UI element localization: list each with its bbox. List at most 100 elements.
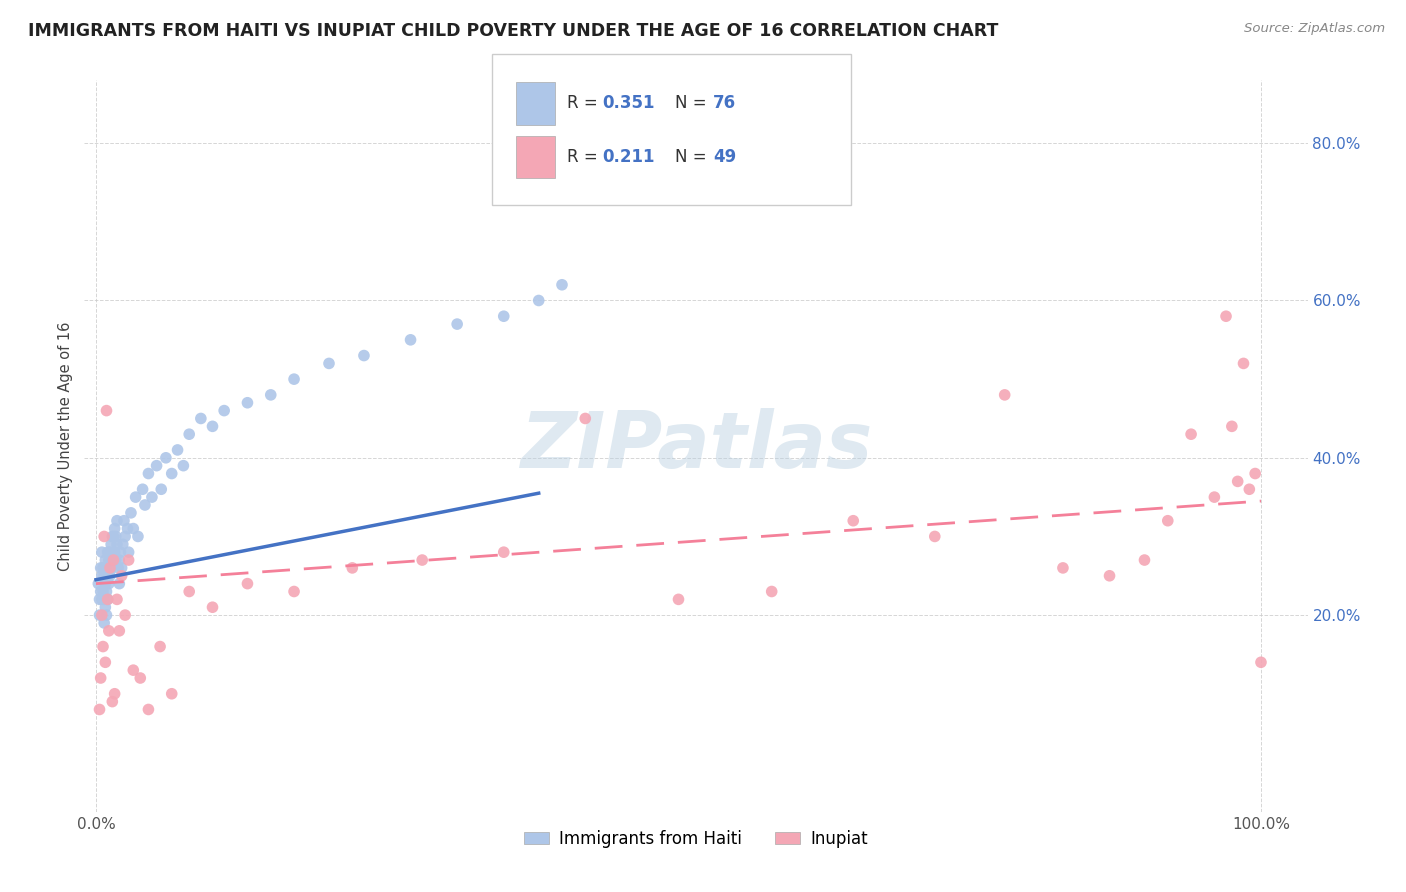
Point: [89, 592, 111, 607]
Point: [236, 576, 259, 591]
Point: [96, 584, 118, 599]
Point: [1239, 482, 1261, 496]
Point: [112, 514, 135, 528]
Point: [1052, 561, 1074, 575]
Point: [104, 522, 127, 536]
Point: [90, 592, 112, 607]
Point: [94, 553, 117, 567]
Point: [105, 514, 128, 528]
Point: [179, 427, 201, 442]
Point: [129, 671, 152, 685]
Point: [318, 356, 340, 370]
Point: [91, 640, 114, 654]
Point: [155, 450, 177, 465]
Point: [179, 584, 201, 599]
Point: [1226, 475, 1249, 489]
Point: [93, 615, 115, 630]
Point: [994, 388, 1017, 402]
Point: [446, 317, 468, 331]
Point: [492, 545, 515, 559]
Point: [89, 702, 111, 716]
Point: [141, 490, 163, 504]
Point: [96, 608, 118, 623]
Point: [1250, 655, 1272, 669]
Point: [98, 561, 121, 575]
Point: [842, 514, 865, 528]
Point: [100, 537, 122, 551]
Point: [260, 388, 283, 402]
Point: [353, 349, 375, 363]
Point: [1232, 356, 1254, 370]
Point: [98, 568, 121, 582]
Point: [201, 600, 224, 615]
Point: [105, 537, 128, 551]
Point: [100, 561, 122, 575]
Point: [134, 498, 156, 512]
Point: [283, 584, 305, 599]
Point: [98, 545, 121, 559]
Point: [104, 545, 127, 559]
Text: ZIPatlas: ZIPatlas: [520, 408, 872, 484]
Text: IMMIGRANTS FROM HAITI VS INUPIAT CHILD POVERTY UNDER THE AGE OF 16 CORRELATION C: IMMIGRANTS FROM HAITI VS INUPIAT CHILD P…: [28, 22, 998, 40]
Point: [1204, 490, 1226, 504]
Point: [93, 529, 115, 543]
Point: [160, 467, 183, 481]
Point: [94, 600, 117, 615]
Point: [97, 553, 120, 567]
Point: [1098, 568, 1121, 582]
Point: [122, 663, 145, 677]
Point: [150, 482, 173, 496]
Text: N =: N =: [675, 148, 711, 166]
Point: [108, 624, 131, 638]
Point: [924, 529, 946, 543]
Point: [668, 592, 690, 607]
Point: [103, 553, 125, 567]
Point: [97, 568, 120, 582]
Point: [1133, 553, 1156, 567]
Point: [236, 396, 259, 410]
Point: [117, 522, 139, 536]
Point: [94, 576, 117, 591]
Point: [166, 442, 188, 457]
Point: [127, 529, 149, 543]
Point: [97, 592, 120, 607]
Point: [1220, 419, 1243, 434]
Point: [1215, 310, 1237, 324]
Point: [94, 655, 117, 669]
Point: [551, 277, 574, 292]
Text: Source: ZipAtlas.com: Source: ZipAtlas.com: [1244, 22, 1385, 36]
Legend: Immigrants from Haiti, Inupiat: Immigrants from Haiti, Inupiat: [517, 823, 875, 855]
Point: [111, 568, 134, 582]
Point: [138, 702, 160, 716]
Point: [117, 553, 139, 567]
Point: [104, 687, 127, 701]
Point: [114, 608, 136, 623]
Point: [120, 506, 142, 520]
Point: [111, 537, 134, 551]
Text: R =: R =: [567, 95, 603, 112]
Point: [342, 561, 364, 575]
Point: [103, 529, 125, 543]
Text: 0.211: 0.211: [602, 148, 654, 166]
Text: 0.351: 0.351: [602, 95, 654, 112]
Point: [411, 553, 433, 567]
Point: [107, 561, 129, 575]
Point: [212, 403, 235, 417]
Point: [114, 529, 136, 543]
Point: [117, 545, 139, 559]
Point: [91, 584, 114, 599]
Point: [90, 608, 112, 623]
Point: [108, 553, 131, 567]
Point: [104, 553, 127, 567]
Point: [101, 529, 124, 543]
Point: [97, 576, 120, 591]
Text: 49: 49: [713, 148, 737, 166]
Point: [89, 608, 111, 623]
Point: [201, 419, 224, 434]
Text: N =: N =: [675, 95, 711, 112]
Point: [160, 687, 183, 701]
Point: [574, 411, 596, 425]
Point: [90, 561, 112, 575]
Point: [124, 490, 146, 504]
Text: R =: R =: [567, 148, 607, 166]
